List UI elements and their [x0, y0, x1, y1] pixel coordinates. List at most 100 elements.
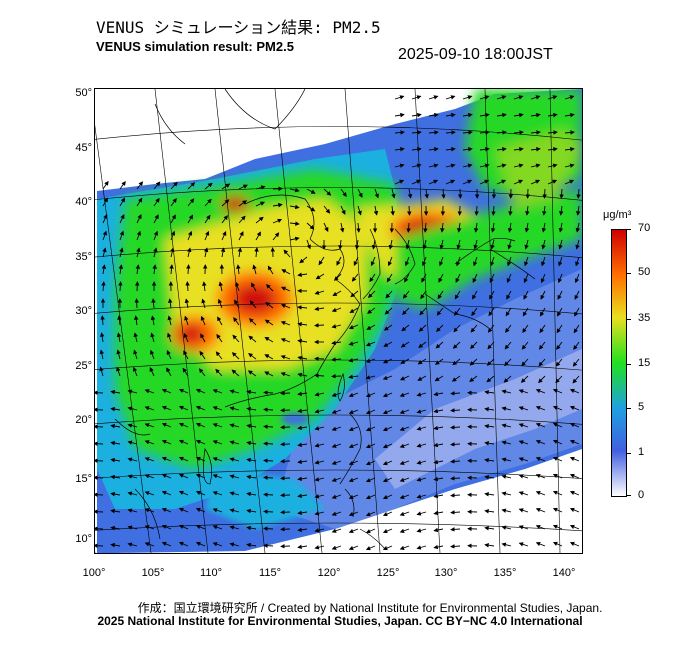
wind-arrow	[383, 341, 393, 347]
wind-arrow	[331, 460, 342, 465]
wind-arrow	[144, 389, 155, 394]
wind-arrow	[95, 543, 104, 548]
wind-arrow	[462, 130, 473, 135]
wind-vectors	[95, 95, 581, 551]
wind-arrow	[331, 511, 342, 516]
wind-arrow	[314, 545, 325, 550]
wind-arrow	[161, 388, 172, 394]
colorbar-tick: 15	[638, 357, 651, 369]
wind-arrow	[195, 473, 206, 479]
wind-arrow	[221, 215, 228, 224]
wind-arrow	[450, 493, 461, 498]
wind-arrow	[456, 222, 462, 233]
colorbar-unit: μg/m³	[603, 209, 632, 221]
wind-arrow	[306, 205, 316, 212]
wind-arrow	[314, 494, 325, 499]
wind-arrow	[496, 179, 507, 185]
wind-arrow	[178, 405, 189, 411]
wind-arrow	[195, 388, 206, 394]
wind-arrow	[187, 214, 194, 224]
wind-arrow	[229, 423, 240, 428]
wind-arrow	[348, 409, 359, 415]
wind-arrow	[484, 474, 495, 480]
wind-arrow	[153, 181, 161, 190]
wind-arrow	[535, 388, 546, 394]
wind-arrow	[399, 443, 410, 448]
wind-arrow	[229, 406, 240, 411]
wind-arrow	[110, 457, 121, 463]
wind-arrow	[204, 182, 213, 190]
wind-arrow	[557, 307, 563, 317]
wind-arrow	[433, 510, 444, 516]
wind-arrow	[575, 222, 581, 233]
wind-arrow	[178, 422, 189, 428]
wind-arrow	[454, 307, 461, 316]
wind-arrow	[263, 390, 274, 395]
wind-arrow	[406, 222, 411, 233]
wind-arrow	[340, 188, 347, 198]
wind-arrow	[501, 474, 512, 479]
wind-arrow	[428, 112, 439, 118]
wind-arrow	[576, 188, 581, 199]
wind-arrow	[382, 409, 393, 415]
wind-arrow	[535, 524, 546, 530]
lat-label: 20°	[75, 414, 92, 426]
wind-arrow	[552, 507, 563, 513]
wind-arrow	[518, 542, 529, 547]
wind-arrow	[569, 524, 580, 530]
wind-arrow	[215, 368, 223, 377]
wind-arrow	[119, 197, 126, 207]
wind-arrow	[133, 315, 139, 326]
wind-arrow	[450, 527, 461, 532]
wind-arrow	[314, 392, 325, 397]
wind-arrow	[110, 389, 121, 395]
wind-arrow	[102, 180, 109, 190]
wind-arrow	[399, 511, 410, 516]
wind-arrow	[161, 456, 172, 462]
wind-arrow	[539, 324, 546, 334]
wind-arrow	[170, 197, 177, 207]
wind-arrow	[238, 215, 246, 224]
wind-arrow	[184, 315, 189, 326]
wind-arrow	[445, 179, 456, 185]
wind-arrow	[314, 511, 325, 516]
wind-arrow	[382, 392, 393, 398]
wind-arrow	[229, 389, 240, 394]
wind-arrow	[134, 298, 139, 309]
wind-arrow	[314, 306, 325, 312]
wind-arrow	[185, 281, 190, 292]
wind-arrow	[331, 443, 342, 448]
wind-arrow	[422, 239, 427, 250]
wind-arrow	[348, 374, 359, 380]
wind-arrow	[289, 187, 300, 193]
wind-arrow	[133, 332, 138, 343]
wind-arrow	[433, 476, 444, 482]
wind-arrow	[490, 256, 495, 267]
wind-arrow	[524, 222, 530, 233]
wind-arrow	[167, 298, 173, 309]
wind-arrow	[297, 425, 308, 431]
wind-arrow	[351, 273, 359, 282]
wind-arrow	[167, 332, 172, 343]
wind-arrow	[150, 332, 155, 343]
wind-arrow	[135, 264, 141, 275]
wind-arrow	[332, 290, 342, 297]
wind-arrow	[365, 494, 376, 500]
wind-arrow	[236, 264, 241, 275]
wind-arrow	[314, 409, 325, 414]
wind-arrow	[496, 163, 507, 168]
wind-arrow	[161, 473, 172, 479]
wind-arrow	[340, 205, 346, 215]
wind-arrow	[450, 459, 461, 464]
wind-arrow	[399, 545, 410, 550]
colorbar-tickmark	[626, 408, 631, 409]
wind-arrow	[501, 457, 512, 462]
wind-arrow	[306, 222, 315, 230]
wind-arrow	[144, 491, 155, 496]
wind-arrow	[283, 249, 291, 258]
wind-arrow	[411, 163, 422, 168]
wind-arrow	[323, 205, 331, 214]
wind-arrow	[255, 185, 266, 190]
wind-arrow	[496, 147, 507, 152]
wind-arrow	[354, 239, 360, 250]
